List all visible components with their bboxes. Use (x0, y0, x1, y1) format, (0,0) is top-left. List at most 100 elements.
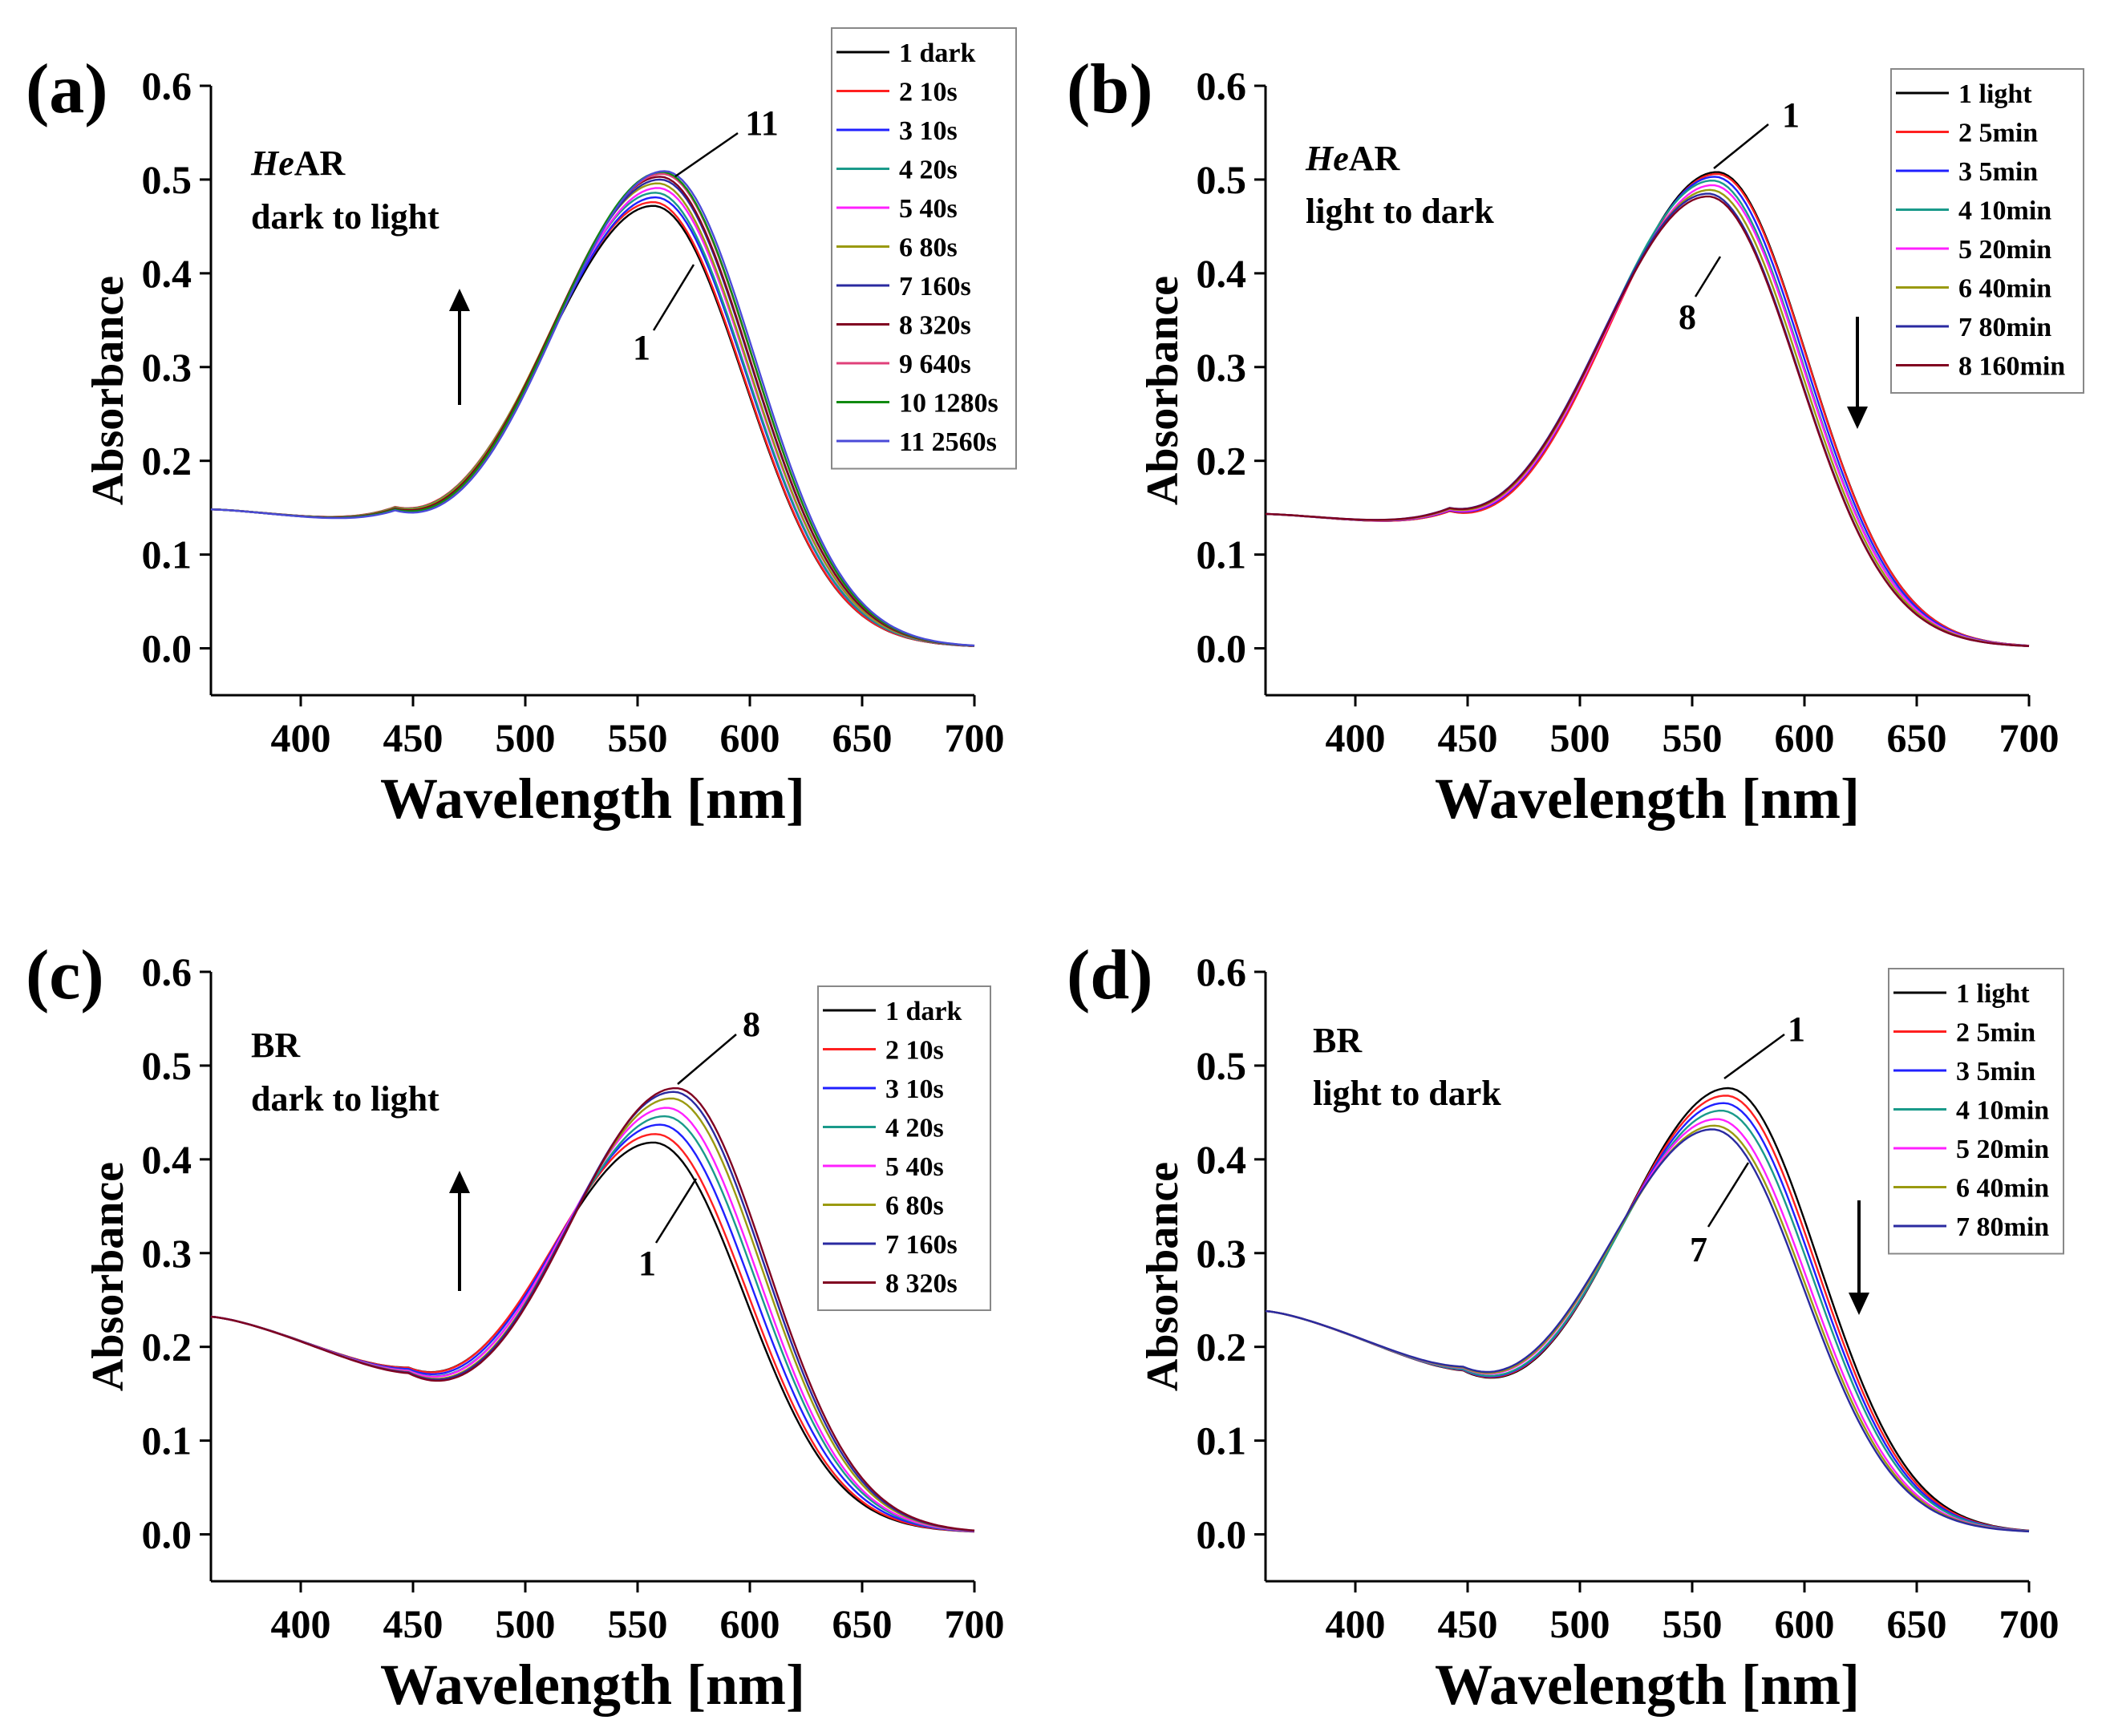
annotation-species: He (250, 144, 294, 183)
panel-letter: (d) (1067, 937, 1153, 1014)
x-tick-label: 400 (1326, 715, 1386, 760)
leader-line-top (674, 132, 739, 178)
y-tick-label: 0.2 (142, 1325, 192, 1370)
annotation-condition: dark to light (251, 1079, 439, 1119)
legend-entry: 7 80min (1958, 313, 2051, 342)
legend-entry: 3 10s (885, 1074, 944, 1104)
y-tick-label: 0.4 (142, 1137, 192, 1182)
x-tick-label: 450 (1438, 1601, 1498, 1646)
x-tick-label: 450 (1438, 715, 1498, 760)
legend-entry: 4 10min (1956, 1096, 2049, 1126)
y-axis-title: Absorbance (1138, 276, 1188, 505)
y-tick-label: 0.4 (1197, 251, 1247, 296)
legend-entry: 4 20s (885, 1114, 944, 1143)
leader-line-top (677, 1034, 737, 1085)
direction-arrow-head (449, 289, 470, 311)
legend-entry: 9 640s (899, 350, 971, 379)
legend-entry: 2 5min (1958, 119, 2038, 148)
y-axis-title: Absorbance (83, 1162, 133, 1391)
legend: 1 light 2 5min 3 5min 4 10min 5 20min 6 40min… (1890, 68, 2084, 394)
x-tick-label: 700 (945, 715, 1005, 760)
y-tick-label: 0.0 (1197, 626, 1247, 671)
x-tick-label: 550 (1663, 715, 1723, 760)
y-tick-label: 0.5 (1197, 157, 1247, 202)
annotation-sample: BR (1313, 1021, 1363, 1060)
legend-box (831, 27, 1017, 470)
annotation-condition: light to dark (1306, 192, 1494, 231)
legend-box (1888, 968, 2064, 1255)
direction-arrow-head (1849, 1293, 1869, 1315)
x-tick-label: 400 (1326, 1601, 1386, 1646)
x-tick-label: 500 (1550, 1601, 1610, 1646)
series-line-8 (210, 1087, 975, 1532)
x-tick-label: 650 (1887, 715, 1947, 760)
x-tick-label: 650 (832, 715, 893, 760)
x-tick-label: 550 (1663, 1601, 1723, 1646)
legend-box (817, 985, 991, 1311)
annotation-suffix: BR (251, 1026, 301, 1065)
annotation-suffix: BR (1313, 1021, 1363, 1060)
x-tick-label: 550 (608, 715, 668, 760)
y-tick-label: 0.0 (142, 1512, 192, 1557)
panel-letter: (b) (1067, 51, 1153, 128)
legend-entry: 4 20s (899, 156, 958, 185)
legend-entry: 3 5min (1956, 1057, 2035, 1087)
y-tick-label: 0.3 (1197, 1231, 1247, 1276)
legend-entry: 8 320s (885, 1269, 958, 1299)
annotation-suffix: AR (1349, 139, 1401, 178)
legend-entry: 8 160min (1958, 352, 2065, 382)
legend: 1 light 2 5min 3 5min 4 10min 5 20min 6 40min… (1888, 968, 2064, 1255)
x-axis-title: Wavelength [nm] (1435, 1653, 1860, 1717)
x-axis-title: Wavelength [nm] (1435, 767, 1860, 831)
annotation-sample: BR (251, 1026, 301, 1065)
legend: 1 dark 2 10s 3 10s 4 20s 5 40s 6 80s 7 160s 8 3… (817, 985, 991, 1311)
x-tick-label: 450 (383, 715, 443, 760)
legend-entry: 5 40s (885, 1152, 944, 1182)
x-tick-label: 550 (608, 1601, 668, 1646)
annotation-species: He (1305, 139, 1349, 178)
leader-line-bottom (652, 264, 695, 331)
leader-line-bottom (1694, 256, 1722, 297)
y-axis-title: Absorbance (83, 276, 133, 505)
leader-line-bottom (654, 1178, 698, 1244)
legend-entry: 7 80min (1956, 1212, 2049, 1242)
y-tick-label: 0.5 (142, 157, 192, 202)
annotation-condition: dark to light (251, 197, 439, 237)
legend-entry: 1 light (1958, 79, 2032, 109)
curve-label-top: 8 (743, 1005, 760, 1044)
panel-letter: (a) (26, 51, 108, 128)
legend-entry: 6 80s (885, 1192, 944, 1221)
legend-box (1890, 68, 2084, 394)
x-axis-title: Wavelength [nm] (380, 1653, 805, 1717)
x-tick-label: 450 (383, 1601, 443, 1646)
x-tick-label: 500 (496, 715, 556, 760)
x-tick-label: 400 (271, 715, 331, 760)
y-tick-label: 0.2 (142, 439, 192, 484)
annotation-sample: HeAR (250, 144, 346, 183)
x-tick-label: 650 (832, 1601, 893, 1646)
y-tick-label: 0.4 (142, 251, 192, 296)
x-tick-label: 400 (271, 1601, 331, 1646)
legend-entry: 3 10s (899, 116, 958, 146)
legend-entry: 3 5min (1958, 157, 2038, 187)
panel-a: (a) 0.0 0.1 0.2 0.3 0.4 0.5 0.6 400 450 500 550 600 6… (26, 27, 1017, 831)
legend: 1 dark 2 10s 3 10s 4 20s 5 40s 6 80s 7 160s 8 3… (831, 27, 1017, 470)
x-tick-label: 600 (1775, 1601, 1835, 1646)
y-tick-label: 0.0 (142, 626, 192, 671)
x-tick-label: 500 (496, 1601, 556, 1646)
y-tick-label: 0.2 (1197, 439, 1247, 484)
annotation-condition: light to dark (1313, 1074, 1501, 1113)
y-tick-label: 0.6 (142, 63, 192, 108)
legend-entry: 6 40min (1956, 1174, 2049, 1204)
curve-label-bottom: 8 (1679, 297, 1696, 337)
curve-label-top: 1 (1782, 95, 1800, 135)
series-line-7 (1265, 1128, 2030, 1533)
series-line-8 (1265, 195, 2030, 647)
y-tick-label: 0.5 (142, 1043, 192, 1088)
y-tick-label: 0.6 (142, 949, 192, 994)
annotation-sample: HeAR (1305, 139, 1401, 178)
direction-arrow-head (449, 1171, 470, 1193)
x-tick-label: 700 (945, 1601, 1005, 1646)
x-tick-label: 500 (1550, 715, 1610, 760)
x-tick-label: 600 (720, 1601, 780, 1646)
